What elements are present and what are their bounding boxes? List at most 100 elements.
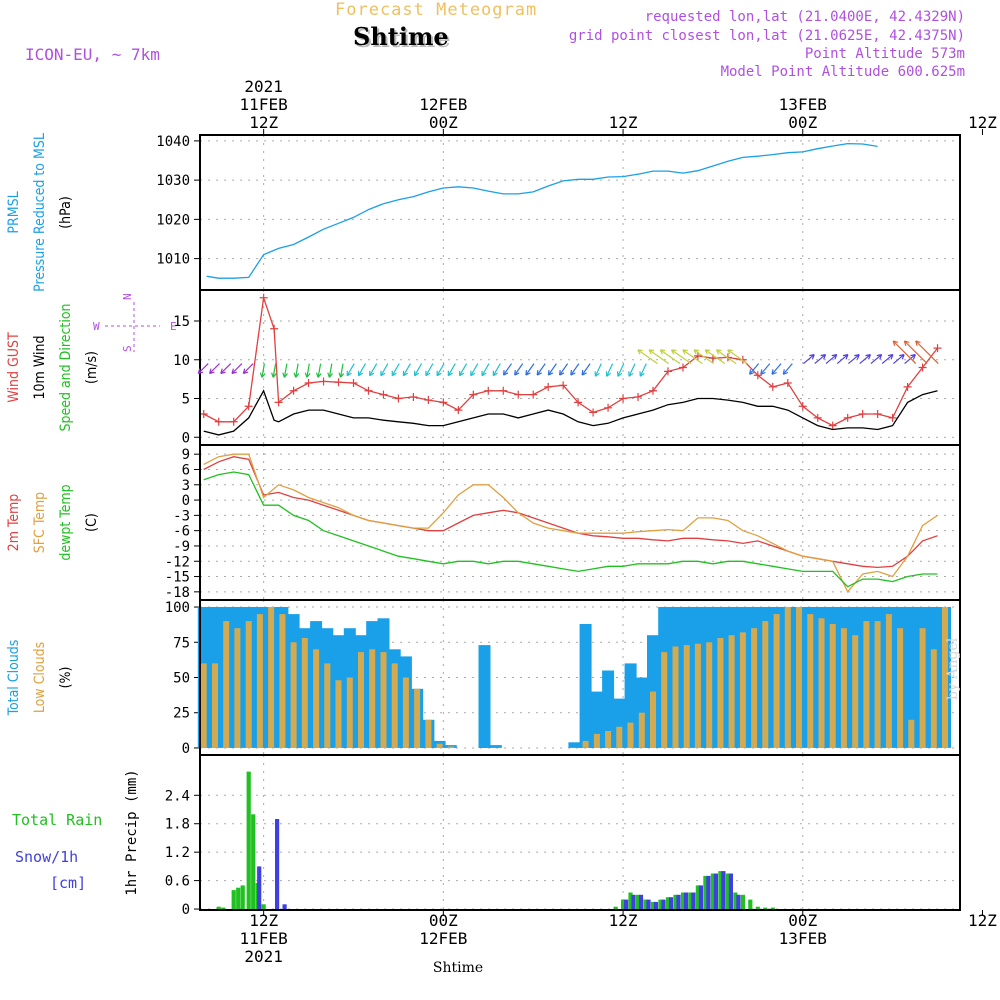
- clouds-bar: [616, 726, 623, 748]
- y-tick-label: 1.8: [165, 817, 190, 833]
- clouds-bar: [200, 663, 207, 748]
- wind-arrow-head: [639, 371, 645, 377]
- clouds-bar: [683, 645, 690, 748]
- clouds-bar: [447, 746, 454, 748]
- precip-bar: [624, 899, 629, 910]
- wind-axis-label: Speed and Direction: [58, 303, 74, 431]
- wind-arrow-head: [304, 372, 311, 378]
- wind-arrow-head: [760, 369, 766, 375]
- clouds-bar: [245, 621, 252, 748]
- clouds-bar: [807, 614, 814, 748]
- precip-bar: [658, 899, 663, 910]
- precip-bar: [673, 894, 678, 909]
- wind-arrow-head: [570, 370, 576, 376]
- gust-point-marker: [604, 403, 613, 412]
- top-time-label: 12Z: [249, 113, 278, 132]
- wind-arrow-head: [693, 349, 700, 355]
- bottom-time-label: 00Z: [788, 911, 817, 930]
- wind-arrow-head: [525, 370, 531, 376]
- wind-direction-arrow: [380, 363, 389, 377]
- bottom-time-label: 13FEB: [779, 929, 827, 948]
- top-time-label: 12FEB: [419, 95, 467, 114]
- gust-point-marker: [229, 417, 238, 426]
- precip-bar: [216, 906, 221, 910]
- wind-axis-label: (m/s): [84, 351, 100, 384]
- wind-direction-arrow: [848, 354, 860, 365]
- wind-direction-arrow: [447, 363, 456, 377]
- wind-arrow-head: [369, 370, 375, 377]
- gust-point-marker: [514, 390, 523, 399]
- wind-arrow-head: [771, 369, 777, 375]
- precip-bar: [713, 873, 718, 910]
- wind-direction-arrow: [242, 363, 254, 374]
- clouds-bar: [582, 740, 589, 748]
- y-tick-label: -3: [173, 508, 190, 524]
- wind-arrow-head: [559, 370, 565, 376]
- wind-direction-arrow: [893, 354, 905, 365]
- bottom-time-label: 12Z: [249, 911, 278, 930]
- y-tick-label: -18: [165, 585, 190, 601]
- wind-direction-arrow: [628, 363, 636, 377]
- temperature-axis-label: (C): [84, 513, 100, 532]
- gust-point-marker: [798, 402, 807, 411]
- wind-direction-arrow: [760, 363, 771, 375]
- clouds-bar: [829, 624, 836, 748]
- wind-arrow-head: [715, 349, 722, 355]
- wind-arrow-head: [682, 349, 688, 355]
- wind-arrow-head: [892, 340, 899, 346]
- precip-bar: [251, 814, 256, 910]
- clouds-axis-label: (%): [58, 667, 74, 689]
- temperature-axis-label: dewpt Temp: [58, 484, 74, 560]
- top-time-label: 12Z: [968, 113, 997, 132]
- clouds-bar: [414, 688, 421, 748]
- precip-bar: [621, 899, 626, 910]
- wind-direction-arrow: [261, 363, 265, 378]
- wind-direction-arrow: [870, 354, 882, 365]
- gust-point-marker: [858, 410, 867, 418]
- temperature-axis-label: 2m Temp: [6, 494, 22, 552]
- gust-point-marker: [394, 394, 403, 403]
- gust-point-marker: [304, 379, 313, 387]
- sfc-temp-line: [203, 453, 938, 593]
- clouds-bar: [335, 680, 342, 748]
- wind-direction-arrow: [570, 363, 580, 376]
- y-tick-label: 1010: [156, 252, 190, 268]
- clouds-axis-label: Total Clouds: [6, 640, 22, 717]
- y-tick-label: 0.6: [165, 874, 190, 890]
- wind-arrow-head: [502, 370, 509, 376]
- y-tick-label: -9: [173, 539, 190, 555]
- gust-point-marker: [933, 344, 942, 353]
- wind-direction-arrow: [606, 363, 614, 377]
- point-altitude: Point Altitude 573m: [804, 46, 965, 62]
- precip-panel-frame: [199, 754, 961, 911]
- wind-direction-arrow: [503, 363, 512, 376]
- precip-bar: [698, 885, 703, 910]
- y-tick-label: 0: [182, 741, 190, 757]
- gust-point-marker: [454, 406, 463, 415]
- wind-direction-arrow: [648, 349, 670, 365]
- clouds-bar: [579, 624, 592, 748]
- precip-bar: [257, 866, 262, 910]
- wind-direction-arrow: [892, 340, 917, 365]
- wind-direction-arrow: [903, 340, 928, 365]
- clouds-bar: [717, 638, 724, 748]
- wind-direction-arrow: [340, 363, 344, 378]
- snow-unit-label: [cm]: [50, 874, 86, 892]
- wind-arrow-head: [470, 370, 476, 377]
- wind-arrow-head: [704, 349, 711, 355]
- wind-direction-arrow: [272, 363, 277, 378]
- precip-bar: [755, 906, 760, 910]
- wind-arrow-head: [637, 349, 643, 355]
- wind-arrow-head: [492, 370, 498, 377]
- wind-direction-arrow: [814, 354, 826, 365]
- y-tick-label: 0: [182, 430, 190, 446]
- precip-bar: [728, 873, 733, 910]
- top-time-label: 13FEB: [779, 95, 827, 114]
- compass-south: S: [121, 345, 134, 352]
- clouds-bar: [874, 621, 881, 748]
- total-rain-label: Total Rain: [12, 811, 102, 829]
- clouds-bar: [784, 607, 791, 748]
- pressure-line: [206, 142, 878, 279]
- wind-arrow-head: [346, 370, 352, 377]
- wind-direction-arrow: [414, 363, 423, 377]
